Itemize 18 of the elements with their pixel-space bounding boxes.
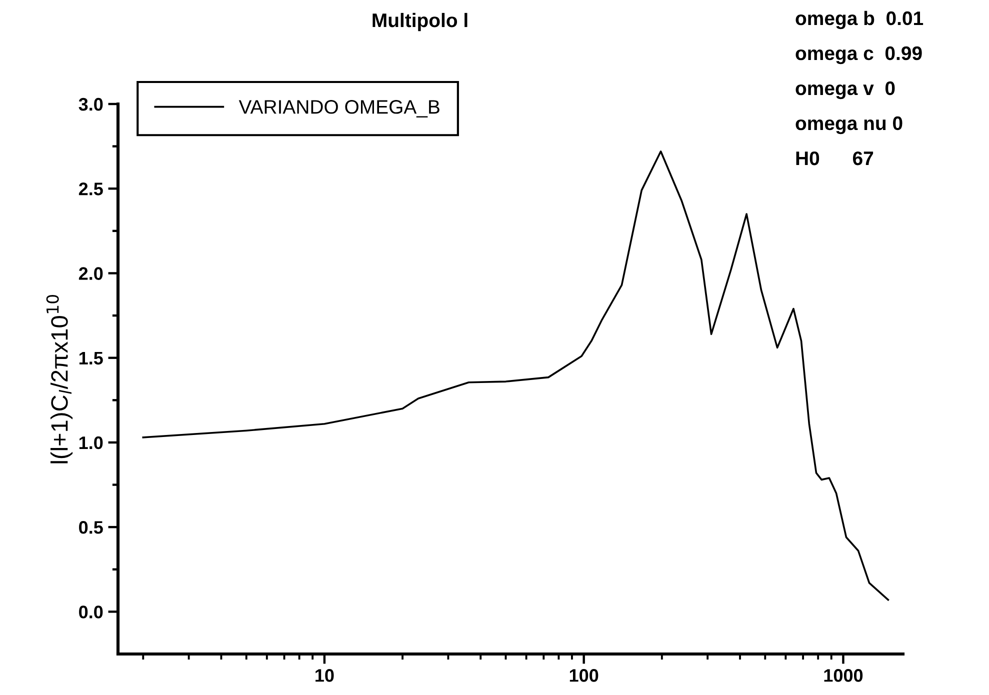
y-tick-label: 1.0 [79,436,103,450]
x-tick-label: 100 [570,669,598,682]
x-tick-label: 1000 [824,669,863,682]
legend-label: VARIANDO OMEGA_B [238,100,440,118]
annotation: omega nu 0 [796,116,902,134]
y-tick-label: 3.0 [78,98,103,111]
x-tick-label: 10 [316,669,334,682]
text: omega v 0 [796,81,895,100]
annotation: H0 67 [796,151,874,166]
y-axis-title: l(l+1)C$_{l}$/2πx10$^{10}$ [46,294,73,464]
y-tick-label: 0.5 [79,521,103,534]
y-tick-label: 2.5 [78,182,103,196]
text: omega b 0.01 [796,10,924,30]
y-tick-label: 2.0 [78,267,103,280]
y-tick-label: 1.5 [79,352,103,365]
chart-title: Multipolo l [372,12,468,32]
text: omega c 0.99 [796,46,922,64]
y-tick-label: 0.0 [79,606,103,618]
